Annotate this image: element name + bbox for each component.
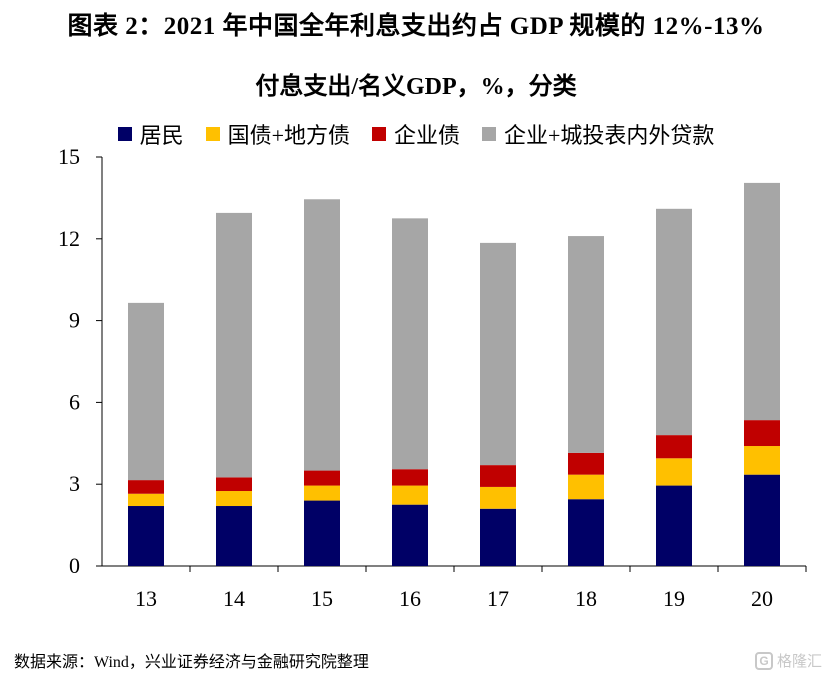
bar-segment-loans: [656, 208, 692, 436]
bar-segment-corporate-bonds: [392, 469, 428, 486]
bar-segment-loans: [304, 199, 340, 471]
x-tick-label: 14: [223, 586, 245, 611]
source-note: 数据来源：Wind，兴业证券经济与金融研究院整理: [14, 654, 369, 671]
bar-segment-loans: [216, 212, 252, 478]
bar-segment-corporate-bonds: [656, 435, 692, 459]
bar-segment-corporate-bonds: [128, 480, 164, 494]
legend-label-corporate-bonds: 企业债: [394, 123, 461, 148]
chart-legend: 居民 国债+地方债 企业债 企业+城投表内外贷款: [0, 118, 832, 150]
bar-segment-households: [480, 508, 516, 566]
legend-swatch-households: [117, 127, 132, 141]
bar-segment-loans: [480, 242, 516, 466]
legend-item-corporate-bonds: 企业债: [372, 118, 460, 150]
chart-subtitle: 付息支出/名义GDP，%，分类: [255, 74, 577, 100]
bar-segment-loans: [568, 236, 604, 453]
watermark-text: 格隆汇: [776, 653, 822, 670]
bar-segment-loans: [744, 182, 780, 421]
bar-segment-households: [304, 500, 340, 566]
legend-item-loans: 企业+城投表内外贷款: [482, 118, 714, 150]
bar-segment-corporate-bonds: [480, 465, 516, 487]
x-tick-label: 18: [575, 586, 597, 611]
x-tick-label: 15: [311, 586, 333, 611]
y-tick-label: 9: [69, 308, 80, 333]
bar-segment-government-bonds: [568, 474, 604, 500]
bar-segment-corporate-bonds: [304, 470, 340, 486]
y-tick-label: 12: [58, 226, 80, 251]
x-tick-label: 20: [751, 586, 773, 611]
g-logo-icon: G: [754, 651, 773, 670]
bar-segment-corporate-bonds: [216, 477, 252, 492]
bar-segment-government-bonds: [392, 485, 428, 505]
legend-label-government-bonds: 国债+地方债: [227, 123, 350, 148]
legend-item-government-bonds: 国债+地方债: [205, 118, 350, 150]
bar-segment-government-bonds: [304, 485, 340, 501]
bar-segment-government-bonds: [656, 458, 692, 486]
x-tick-label: 13: [135, 586, 157, 611]
legend-label-households: 居民: [139, 123, 184, 148]
bar-segment-households: [568, 499, 604, 566]
bar-segment-government-bonds: [480, 486, 516, 509]
bar-segment-corporate-bonds: [568, 452, 604, 475]
bar-segment-households: [392, 504, 428, 566]
bar-segment-government-bonds: [744, 446, 780, 475]
figure-title: 图表 2：2021 年中国全年利息支出约占 GDP 规模的 12%-13%: [67, 13, 765, 40]
bar-segment-households: [128, 506, 164, 566]
bar-segment-households: [656, 485, 692, 566]
bar-segment-households: [216, 506, 252, 566]
x-tick-label: 16: [399, 586, 421, 611]
bar-segment-government-bonds: [128, 493, 164, 507]
bar-segment-loans: [128, 302, 164, 481]
y-tick-label: 6: [69, 389, 80, 414]
legend-swatch-corporate-bonds: [372, 127, 386, 141]
y-tick-label: 0: [69, 553, 80, 578]
bar-segment-loans: [392, 218, 428, 470]
bar-segment-households: [744, 474, 780, 566]
legend-label-loans: 企业+城投表内外贷款: [504, 123, 715, 148]
legend-swatch-government-bonds: [205, 127, 220, 141]
bar-segment-government-bonds: [216, 491, 252, 507]
watermark: G 格隆汇: [754, 650, 822, 671]
x-tick-label: 19: [663, 586, 685, 611]
legend-item-households: 居民: [117, 118, 184, 150]
y-tick-label: 15: [58, 144, 80, 169]
bar-segment-corporate-bonds: [744, 420, 780, 447]
x-tick-label: 17: [487, 586, 509, 611]
y-tick-label: 3: [69, 471, 80, 496]
legend-swatch-loans: [482, 127, 497, 141]
